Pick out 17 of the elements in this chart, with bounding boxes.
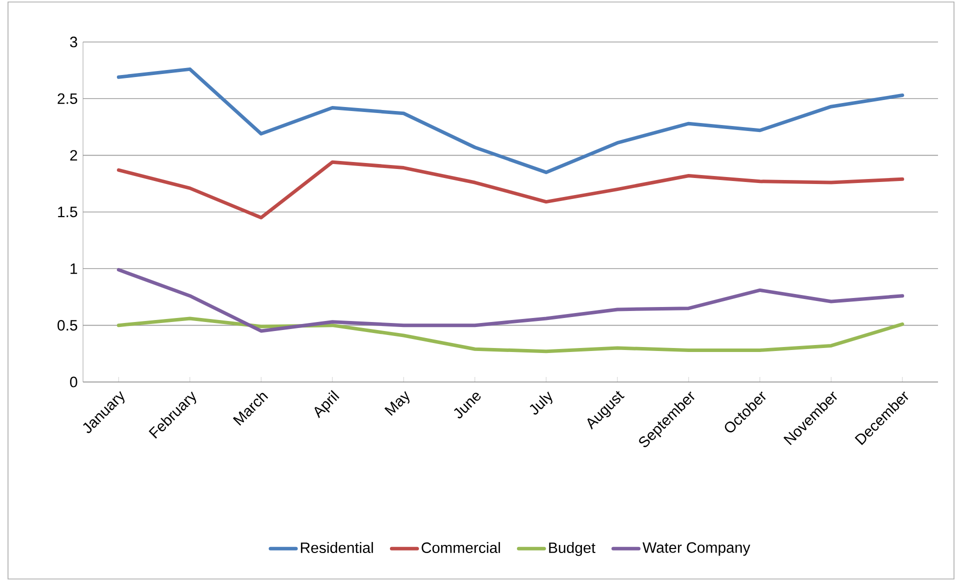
y-tick-label: 0	[70, 376, 78, 388]
line-series	[116, 316, 904, 354]
line-series	[116, 67, 904, 174]
y-tick-label: 1.5	[58, 206, 78, 218]
legend-label: Commercial	[422, 542, 500, 554]
legend-label: Water Company	[642, 542, 750, 556]
legend-label: Budget	[549, 542, 596, 556]
legend-label: Residential	[300, 542, 373, 554]
x-tick-label: July	[530, 391, 552, 415]
x-tick-label: May	[384, 391, 410, 416]
line-series	[116, 160, 904, 220]
line-series	[116, 268, 904, 333]
y-tick-label: 1	[70, 264, 78, 274]
y-tick-label: 2	[70, 150, 78, 161]
y-tick-label: 0.5	[58, 320, 78, 331]
y-tick-label: 3	[70, 36, 78, 48]
y-tick-label: 2.5	[58, 93, 78, 104]
